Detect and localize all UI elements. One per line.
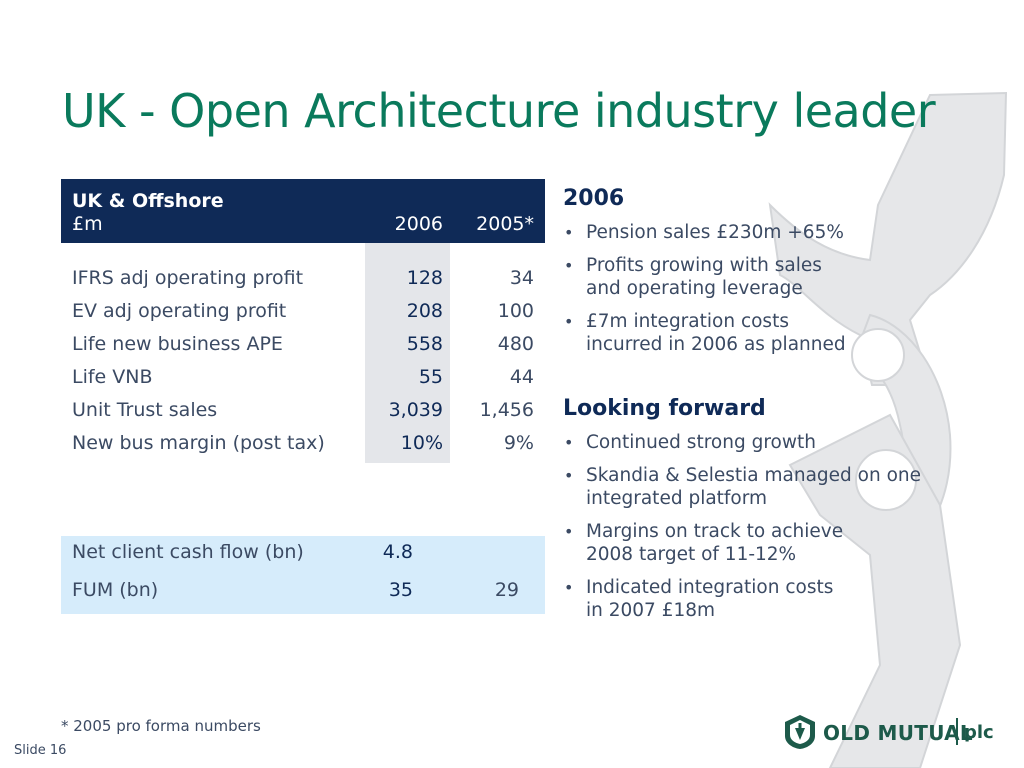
bullet-text-continued: and operating leverage xyxy=(586,278,803,299)
bullet-text: Margins on track to achieve xyxy=(586,521,844,542)
row-label: FUM (bn) xyxy=(72,579,159,601)
value-2005: 1,456 xyxy=(479,399,534,421)
value-2005: 29 xyxy=(494,579,519,601)
value-2005: 100 xyxy=(497,300,534,322)
value-2006: 55 xyxy=(418,366,443,388)
bullet-glyph: • xyxy=(564,433,574,452)
value-2005: 480 xyxy=(497,333,534,355)
row-label: IFRS adj operating profit xyxy=(72,267,304,289)
table-row: EV adj operating profit 208 100 xyxy=(61,300,545,332)
value-2006: 4.8 xyxy=(382,541,413,563)
value-2006: 208 xyxy=(406,300,443,322)
row-label: Unit Trust sales xyxy=(72,399,218,421)
table-row: Net client cash flow (bn) 4.8 xyxy=(61,541,545,573)
value-2006: 128 xyxy=(406,267,443,289)
bullet-item: • Margins on track to achieve 2008 targe… xyxy=(563,520,983,566)
table-row: FUM (bn) 35 29 xyxy=(61,579,545,611)
bullet-text: Skandia & Selestia managed on one xyxy=(586,465,922,486)
table-header-unit: £m xyxy=(72,213,103,235)
bullet-list-looking-forward: • Continued strong growth • Skandia & Se… xyxy=(563,431,983,622)
column-header-2006: 2006 xyxy=(394,213,443,235)
footnote: * 2005 pro forma numbers xyxy=(61,717,261,735)
table-row: Unit Trust sales 3,039 1,456 xyxy=(61,399,545,431)
row-label: Life VNB xyxy=(72,366,153,388)
value-2006: 3,039 xyxy=(388,399,443,421)
bullet-glyph: • xyxy=(564,223,574,242)
shield-emblem-icon xyxy=(785,715,815,749)
bullet-text-continued: incurred in 2006 as planned xyxy=(586,334,846,355)
bullet-glyph: • xyxy=(564,466,574,485)
bullet-text: £7m integration costs xyxy=(586,311,789,332)
commentary-panel: 2006 • Pension sales £230m +65% • Profit… xyxy=(563,186,983,622)
section-heading-2006: 2006 xyxy=(563,186,625,211)
table-header-title: UK & Offshore xyxy=(72,190,224,212)
bullet-text-continued: integrated platform xyxy=(586,488,768,509)
logo-suffix: plc xyxy=(964,722,994,743)
column-header-2005: 2005* xyxy=(476,213,534,235)
company-logo: OLD MUTUAL plc xyxy=(783,712,994,752)
value-2006: 10% xyxy=(400,432,443,454)
bullet-list-2006: • Pension sales £230m +65% • Profits gro… xyxy=(563,221,983,356)
table-row: New bus margin (post tax) 10% 9% xyxy=(61,432,545,464)
value-2005: 44 xyxy=(509,366,534,388)
value-2006: 35 xyxy=(388,579,413,601)
slide-number: Slide 16 xyxy=(14,743,67,758)
section-heading-looking-forward: Looking forward xyxy=(563,396,766,421)
table-row: Life new business APE 558 480 xyxy=(61,333,545,365)
table-header: UK & Offshore £m 2006 2005* xyxy=(61,179,545,243)
row-label: Life new business APE xyxy=(72,333,283,355)
bullet-item: • Skandia & Selestia managed on one inte… xyxy=(563,464,983,510)
bullet-glyph: • xyxy=(564,578,574,597)
bullet-text: Pension sales £230m +65% xyxy=(586,222,844,243)
bullet-glyph: • xyxy=(564,522,574,541)
bullet-item: • Profits growing with sales and operati… xyxy=(563,254,983,300)
row-label: Net client cash flow (bn) xyxy=(72,541,304,563)
bullet-text-continued: 2008 target of 11-12% xyxy=(586,544,797,565)
financial-table: UK & Offshore £m 2006 2005* IFRS adj ope… xyxy=(61,179,545,614)
bullet-text: Continued strong growth xyxy=(586,432,816,453)
bullet-text-continued: in 2007 £18m xyxy=(586,600,716,621)
row-label: EV adj operating profit xyxy=(72,300,287,322)
highlighted-2006-column xyxy=(365,243,450,463)
bullet-glyph: • xyxy=(564,256,574,275)
logo-wordmark: OLD MUTUAL xyxy=(823,721,973,745)
anchor-watermark-graphic xyxy=(768,91,1008,768)
bullet-text: Indicated integration costs xyxy=(586,577,834,598)
bullet-text: Profits growing with sales xyxy=(586,255,822,276)
bullet-item: • Indicated integration costs in 2007 £1… xyxy=(563,576,983,622)
value-2005: 9% xyxy=(503,432,534,454)
bullet-item: • Continued strong growth xyxy=(563,431,983,454)
bullet-item: • £7m integration costs incurred in 2006… xyxy=(563,310,983,356)
value-2006: 558 xyxy=(406,333,443,355)
cash-flow-panel: Net client cash flow (bn) 4.8 FUM (bn) 3… xyxy=(61,536,545,614)
row-label: New bus margin (post tax) xyxy=(72,432,325,454)
table-row: IFRS adj operating profit 128 34 xyxy=(61,267,545,299)
value-2005: 34 xyxy=(509,267,534,289)
slide-title: UK - Open Architecture industry leader xyxy=(62,84,936,138)
bullet-item: • Pension sales £230m +65% xyxy=(563,221,983,244)
bullet-glyph: • xyxy=(564,312,574,331)
table-row: Life VNB 55 44 xyxy=(61,366,545,398)
logo-divider xyxy=(956,718,958,745)
